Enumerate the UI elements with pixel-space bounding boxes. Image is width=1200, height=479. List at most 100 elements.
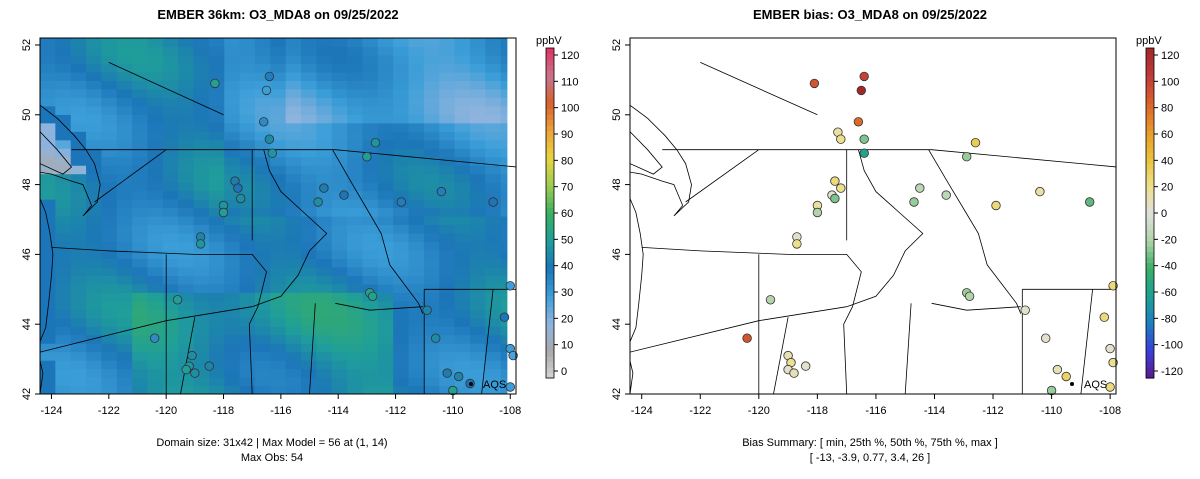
left-grid-cell: [40, 97, 56, 107]
left-grid-cell: [408, 300, 425, 310]
left-grid-cell: [162, 385, 179, 394]
right-state-border: [904, 303, 912, 394]
left-grid-cell: [147, 275, 164, 285]
left-grid-cell: [116, 232, 133, 243]
left-colorbar-segment: [546, 202, 554, 209]
left-grid-cell: [362, 309, 379, 319]
left-grid-cell: [162, 300, 179, 310]
left-grid-cell: [147, 54, 164, 65]
left-grid-cell: [254, 173, 271, 183]
left-grid-cell: [55, 216, 72, 226]
left-grid-cell: [301, 334, 317, 344]
left-colorbar-segment: [546, 130, 554, 137]
left-grid-cell: [101, 343, 118, 353]
left-grid-cell: [147, 88, 164, 98]
left-colorbar-segment: [546, 103, 554, 110]
left-grid-cell: [70, 309, 87, 319]
left-grid-cell: [86, 343, 103, 353]
left-grid-cell: [270, 114, 287, 124]
right-colorbar-segment: [1146, 114, 1154, 121]
left-grid-cell: [285, 80, 302, 90]
left-grid-cell: [347, 334, 364, 344]
left-grid-cell: [454, 360, 471, 370]
left-grid-cell: [193, 216, 210, 226]
left-grid-cell: [469, 165, 486, 175]
left-grid-cell: [362, 360, 379, 370]
left-grid-cell: [70, 131, 87, 141]
left-grid-cell: [469, 139, 486, 149]
left-site-point: [488, 197, 498, 207]
left-grid-cell: [86, 105, 103, 115]
left-grid-cell: [393, 249, 410, 259]
right-x-tick-label: -118: [807, 405, 828, 417]
left-grid-cell: [40, 46, 56, 56]
left-grid-cell: [316, 275, 333, 285]
left-grid-cell: [454, 292, 471, 302]
left-grid-cell: [316, 241, 333, 251]
left-grid-cell: [178, 63, 195, 73]
left-grid-cell: [40, 182, 56, 192]
left-grid-cell: [439, 38, 456, 48]
left-grid-cell: [377, 63, 394, 73]
left-grid-cell: [70, 266, 87, 276]
left-grid-cell: [347, 38, 364, 48]
left-site-point: [431, 333, 441, 343]
left-grid-cell: [70, 54, 87, 65]
left-grid-cell: [101, 360, 118, 370]
left-grid-cell: [147, 343, 164, 353]
right-colorbar-segment: [1146, 136, 1154, 143]
left-grid-cell: [285, 207, 302, 217]
left-grid-cell: [178, 232, 195, 243]
left-grid-cell: [178, 343, 195, 353]
left-site-point: [267, 148, 278, 158]
left-grid-cell: [101, 368, 118, 378]
left-grid-cell: [316, 368, 333, 378]
left-grid-cell: [423, 326, 440, 336]
left-grid-cell: [208, 385, 225, 394]
left-grid-cell: [439, 241, 456, 251]
left-grid-cell: [316, 385, 333, 394]
left-grid-cell: [423, 224, 440, 234]
left-grid-cell: [178, 385, 195, 394]
left-grid-cell: [224, 148, 241, 158]
left-grid-cell: [454, 207, 471, 217]
left-grid-cell: [423, 368, 440, 378]
left-grid-cell: [55, 360, 72, 370]
left-grid-cell: [393, 360, 410, 370]
left-grid-cell: [193, 190, 210, 200]
left-grid-cell: [239, 97, 256, 107]
left-grid-cell: [485, 54, 502, 65]
left-grid-cell: [301, 309, 317, 319]
left-grid-cell: [331, 292, 348, 302]
left-grid-cell: [454, 199, 471, 209]
right-colorbar-label: 80: [1161, 103, 1173, 115]
left-grid-cell: [224, 216, 241, 226]
left-grid-cell: [132, 266, 149, 276]
left-x-tick-label: -118: [213, 405, 234, 417]
left-site-point: [367, 291, 378, 302]
left-grid-cell: [224, 385, 241, 394]
left-grid-cell: [469, 173, 486, 183]
left-y-tick-label: 44: [21, 318, 33, 330]
left-grid-cell: [254, 105, 271, 115]
left-grid-cell: [316, 292, 333, 302]
left-grid-cell: [408, 156, 425, 166]
left-grid-cell: [331, 224, 348, 234]
left-colorbar-segment: [546, 229, 554, 236]
left-colorbar-segment: [546, 125, 554, 132]
left-grid-cell: [331, 317, 348, 327]
left-grid-cell: [423, 97, 440, 107]
left-grid-cell: [254, 334, 271, 344]
left-grid-cell: [147, 131, 164, 141]
left-grid-cell: [285, 300, 302, 310]
left-grid-cell: [70, 258, 87, 268]
left-grid-cell: [254, 300, 271, 310]
left-grid-cell: [224, 63, 241, 73]
right-site-point: [1105, 382, 1115, 392]
left-grid-cell: [331, 377, 348, 387]
left-grid-cell: [270, 258, 287, 268]
left-grid-cell: [86, 207, 103, 217]
left-colorbar-segment: [546, 158, 554, 165]
left-grid-cell: [423, 377, 440, 387]
left-grid-cell: [132, 97, 149, 107]
